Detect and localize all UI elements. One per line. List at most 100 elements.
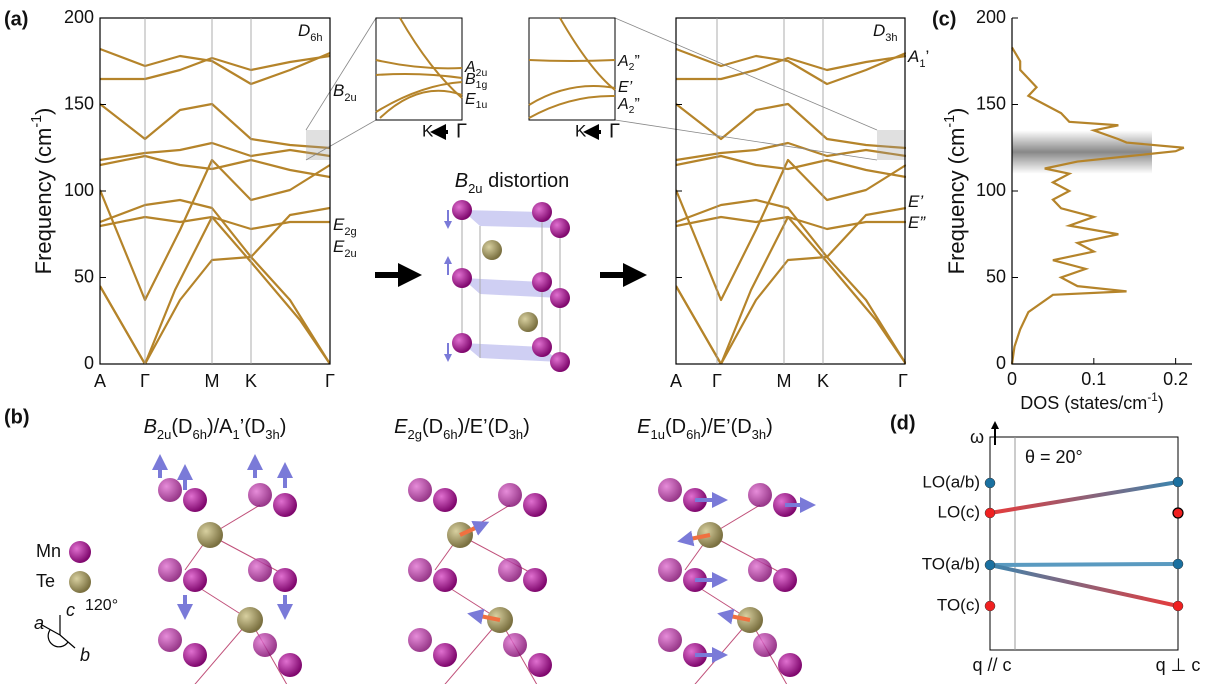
q-label: q // c bbox=[972, 655, 1011, 675]
unit-cell bbox=[448, 200, 570, 372]
mode-label-part: E bbox=[333, 237, 345, 256]
inset-label-part: 1g bbox=[476, 80, 488, 91]
inset-label-part: 1u bbox=[476, 100, 488, 111]
x-axis-label-part: ) bbox=[1158, 393, 1164, 413]
mode-title-part: 3h bbox=[752, 427, 766, 442]
mode-title-part: 6h bbox=[443, 427, 457, 442]
y-tick-label: 100 bbox=[64, 180, 94, 200]
mode-title-part: ’(D bbox=[240, 416, 266, 438]
mode-label-part: B bbox=[333, 81, 344, 100]
axes-indicator bbox=[42, 615, 75, 648]
axis-name: c bbox=[66, 600, 75, 620]
y-axis-label-part: ) bbox=[31, 108, 56, 115]
mode-title-part: 1 bbox=[233, 427, 240, 442]
y-tick-label: 50 bbox=[74, 266, 94, 286]
y-axis-label-part: Frequency (cm bbox=[944, 128, 969, 275]
structure bbox=[658, 478, 802, 684]
panel-label: (d) bbox=[890, 412, 916, 434]
mode-title-part: (D bbox=[171, 416, 192, 438]
axis-name: b bbox=[80, 645, 90, 665]
mode-title-part: 6h bbox=[192, 427, 206, 442]
panel-label: (c) bbox=[932, 8, 956, 30]
y-tick-label: 0 bbox=[84, 353, 94, 373]
mode-title-part: ) bbox=[523, 416, 530, 438]
mode-title-part: ) bbox=[280, 416, 287, 438]
mode-label-part: 2u bbox=[344, 92, 356, 104]
mode-label: A1’ bbox=[907, 47, 929, 69]
highlight-box bbox=[306, 130, 330, 160]
band-curves bbox=[676, 49, 906, 364]
inset-label-part: E bbox=[465, 91, 476, 108]
theta-label: θ = 20° bbox=[1025, 447, 1083, 467]
symmetry-label: D3h bbox=[873, 21, 898, 43]
highlight-box bbox=[877, 130, 905, 160]
k-label: Γ bbox=[140, 371, 150, 391]
inset-label: A2” bbox=[617, 96, 640, 116]
y-axis-label: Frequency (cm-1) bbox=[942, 108, 969, 275]
inset-label: A2” bbox=[617, 53, 640, 73]
panel-label: (a) bbox=[4, 8, 28, 30]
inset-label-part: ” bbox=[634, 96, 639, 113]
k-label: Γ bbox=[456, 120, 467, 142]
symmetry-label-part: D bbox=[873, 21, 885, 40]
distortion-title: B2u distortion bbox=[455, 170, 570, 196]
to-branch bbox=[990, 564, 1178, 565]
legend-mn bbox=[69, 541, 91, 563]
band-curves bbox=[100, 49, 330, 364]
zoom-line bbox=[615, 18, 877, 130]
distortion-title-part: B bbox=[455, 170, 468, 192]
omega-label: ω bbox=[970, 427, 984, 447]
inset-frame bbox=[529, 18, 615, 120]
y-axis-label: Frequency (cm-1) bbox=[29, 108, 56, 275]
y-axis-label-part: ) bbox=[944, 108, 969, 115]
x-axis-label: DOS (states/cm-1) bbox=[1020, 391, 1163, 413]
y-tick-label: 0 bbox=[996, 353, 1006, 373]
mode-title-part: B bbox=[144, 416, 157, 438]
lo-branch bbox=[990, 482, 1178, 513]
level-label: LO(c) bbox=[938, 502, 981, 521]
mode-label: E’ bbox=[908, 192, 923, 211]
mode-title-part: 3h bbox=[509, 427, 523, 442]
mode-title: E1u(D6h)/E’(D3h) bbox=[637, 416, 773, 442]
x-tick-label: 0 bbox=[1007, 369, 1017, 389]
distortion-title-part: distortion bbox=[483, 170, 570, 192]
legend-label: Te bbox=[36, 571, 55, 591]
symmetry-label: D6h bbox=[298, 21, 323, 43]
mode-title-part: E bbox=[394, 416, 408, 438]
y-axis-label-part: Frequency (cm bbox=[31, 128, 56, 275]
y-tick-label: 100 bbox=[976, 180, 1006, 200]
inset-label-part: E’ bbox=[618, 79, 633, 96]
mode-label: E” bbox=[908, 213, 926, 232]
axes bbox=[1012, 18, 1192, 364]
mode-title: B2u(D6h)/A1’(D3h) bbox=[144, 416, 287, 442]
symmetry-label-part: D bbox=[298, 21, 310, 40]
k-label: Γ bbox=[325, 371, 335, 391]
mode-label-part: A bbox=[907, 47, 919, 66]
mode-label: B2u bbox=[333, 81, 357, 103]
symmetry-label-part: 3h bbox=[885, 32, 897, 44]
mode-title-part: 2u bbox=[157, 427, 171, 442]
panel-d-frame bbox=[990, 437, 1178, 650]
axis-name: a bbox=[34, 613, 44, 633]
legend-label: Mn bbox=[36, 541, 61, 561]
k-label: Γ bbox=[712, 371, 722, 391]
k-label: K bbox=[245, 371, 257, 391]
mode-title-part: )/A bbox=[207, 416, 233, 438]
mode-title-part: )/E’(D bbox=[701, 416, 752, 438]
panel-label: (b) bbox=[4, 406, 30, 428]
dos-curve bbox=[1012, 47, 1184, 364]
dos-shade bbox=[1012, 130, 1152, 173]
mode-title-part: (D bbox=[665, 416, 686, 438]
mode-title-part: 6h bbox=[686, 427, 700, 442]
figure: (a)(b)(c)(d)AΓMKΓ050100150200D6hB2uE2gE2… bbox=[0, 0, 1207, 684]
mode-label: E2g bbox=[333, 215, 357, 237]
axis-name: 120° bbox=[85, 597, 118, 614]
y-tick-label: 200 bbox=[64, 7, 94, 27]
x-tick-label: 0.1 bbox=[1081, 369, 1106, 389]
mode-label-part: E” bbox=[908, 213, 926, 232]
y-axis-label-part: -1 bbox=[29, 115, 45, 128]
k-label: K bbox=[422, 121, 434, 140]
plot-frame bbox=[100, 18, 330, 364]
inset-label-part: A bbox=[617, 53, 629, 70]
y-tick-label: 150 bbox=[976, 93, 1006, 113]
